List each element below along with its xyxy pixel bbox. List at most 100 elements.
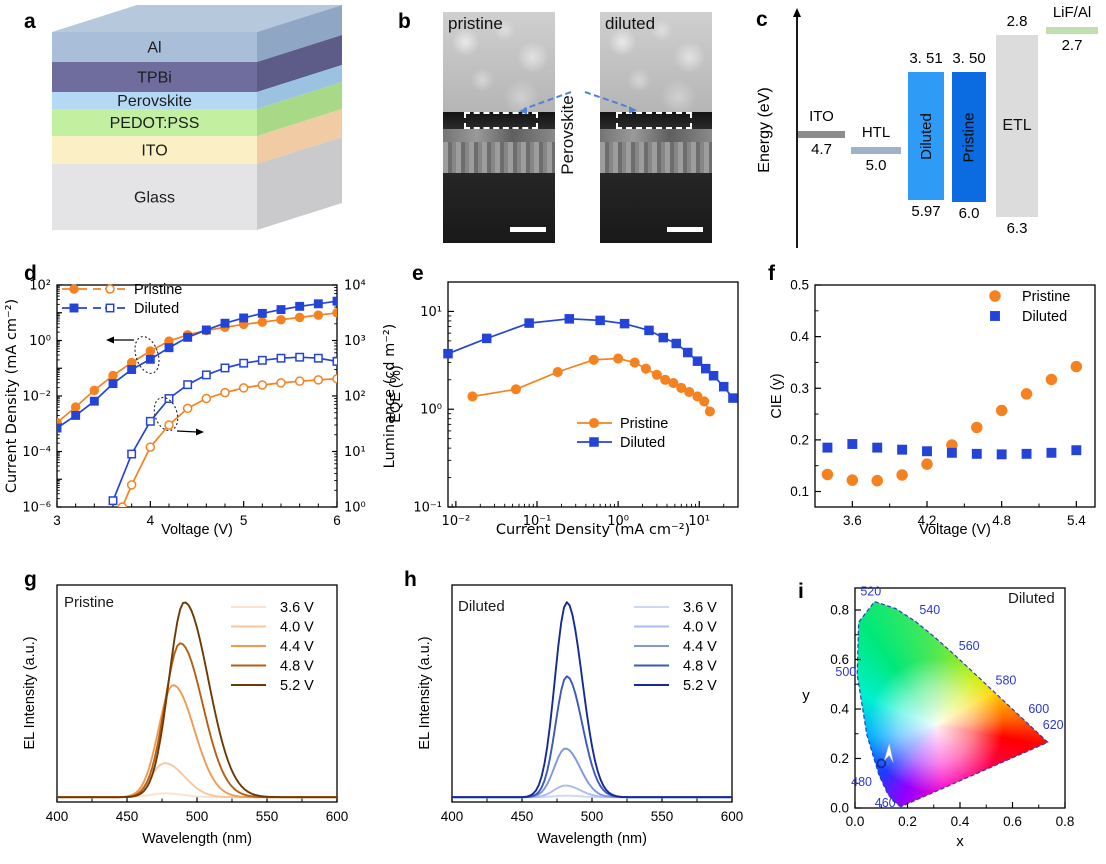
- panel-e-chart: 10⁻² 10⁻¹ 10⁰ 10¹10¹10⁰10⁻¹PristineDilutedE…: [388, 281, 739, 538]
- svg-text:4: 4: [147, 513, 155, 528]
- scale-bar: [667, 227, 703, 232]
- svg-text:Diluted: Diluted: [620, 435, 665, 451]
- svg-text:10⁻²: 10⁻²: [442, 514, 471, 529]
- svg-text:0.8: 0.8: [1056, 814, 1075, 829]
- sem-perovskite-band: [600, 129, 712, 142]
- svg-text:10⁻¹: 10⁻¹: [413, 501, 442, 516]
- energy-bar-Diluted: Diluted: [908, 72, 944, 200]
- svg-text:0.4: 0.4: [951, 814, 970, 829]
- energy-value-top: 3. 51: [909, 50, 943, 67]
- svg-text:10²: 10²: [344, 390, 366, 405]
- scale-bar: [510, 227, 546, 232]
- svg-text:10⁻²: 10⁻²: [22, 390, 51, 405]
- svg-text:EQE (%): EQE (%): [388, 365, 404, 422]
- panel-b-letter: b: [398, 10, 411, 33]
- svg-text:3.6 V: 3.6 V: [683, 600, 717, 616]
- svg-text:0.2: 0.2: [830, 751, 849, 766]
- svg-text:3.6: 3.6: [843, 513, 862, 528]
- svg-text:0.3: 0.3: [790, 381, 809, 396]
- energy-value-bottom: 6.0: [958, 205, 980, 222]
- panel-i-letter: i: [798, 580, 804, 603]
- svg-text:Glass: Glass: [134, 190, 175, 207]
- sem-image-diluted: diluted: [600, 12, 712, 243]
- sem-top-region: [443, 12, 555, 112]
- svg-text:5: 5: [240, 513, 248, 528]
- svg-text:480: 480: [851, 775, 872, 789]
- energy-bar-ETL: ETL: [996, 35, 1038, 217]
- svg-text:4.0 V: 4.0 V: [683, 620, 717, 636]
- sem-label-pristine: pristine: [448, 14, 503, 33]
- energy-bar-label: HTL: [861, 124, 891, 141]
- svg-text:0.4: 0.4: [830, 702, 849, 717]
- cie-whitepoint-overlay: [857, 601, 1048, 807]
- svg-text:Wavelength (nm): Wavelength (nm): [142, 831, 252, 847]
- energy-value: 5.0: [865, 157, 887, 174]
- svg-text:y: y: [802, 687, 810, 704]
- svg-text:10¹: 10¹: [420, 305, 442, 320]
- svg-text:620: 620: [1043, 718, 1064, 732]
- svg-text:3: 3: [53, 513, 61, 528]
- energy-value-top: 2.8: [1006, 13, 1028, 30]
- svg-text:5.2 V: 5.2 V: [280, 678, 314, 694]
- sem-perovskite-band: [443, 129, 555, 142]
- sem-substrate-region: [443, 173, 555, 243]
- perovskite-annotation: Perovskite: [558, 95, 577, 175]
- energy-value-bottom: 6.3: [1006, 220, 1028, 237]
- energy-bar-text: Pristine: [960, 111, 978, 163]
- svg-text:Diluted: Diluted: [134, 301, 179, 317]
- svg-text:500: 500: [186, 809, 209, 824]
- svg-text:ITO: ITO: [141, 143, 167, 160]
- svg-text:4.8 V: 4.8 V: [280, 659, 314, 675]
- panel-c-letter: c: [756, 8, 768, 31]
- energy-value: 4.7: [811, 141, 832, 158]
- energy-value-bottom: 5.97: [911, 203, 941, 220]
- panel-h-inset-label: Diluted: [458, 598, 505, 615]
- svg-text:0.6: 0.6: [1003, 814, 1022, 829]
- energy-bar-HTL: [851, 147, 901, 154]
- panel-h-letter: h: [404, 568, 417, 591]
- panel-f-letter: f: [768, 262, 775, 285]
- svg-text:600: 600: [326, 809, 349, 824]
- svg-text:Current Density (mA cm⁻²): Current Density (mA cm⁻²): [496, 522, 690, 538]
- sem-label-diluted: diluted: [605, 14, 656, 33]
- svg-text:500: 500: [835, 665, 856, 679]
- panel-i-inset-label: Diluted: [1008, 590, 1055, 607]
- energy-value-top: 3. 50: [952, 50, 986, 67]
- svg-text:0.5: 0.5: [790, 278, 809, 293]
- sem-columnar-band: [443, 142, 555, 173]
- svg-text:0.1: 0.1: [790, 484, 809, 499]
- svg-text:4.8 V: 4.8 V: [683, 659, 717, 675]
- svg-text:400: 400: [441, 809, 464, 824]
- svg-text:4.4 V: 4.4 V: [683, 639, 717, 655]
- svg-text:10¹: 10¹: [344, 445, 366, 460]
- panel-g-letter: g: [24, 568, 37, 591]
- panel-f-chart: 3.6 4.2 4.8 5.4 0.1 0.2 0.3 0.4 0.5 Pristine Dilut…: [769, 278, 1096, 538]
- panel-d-chart: 3 4 5 610²10⁰10⁻²10⁻⁴10⁻⁶10⁴10³10²10¹10⁰Pri…: [4, 279, 398, 539]
- svg-text:Wavelength (nm): Wavelength (nm): [537, 831, 647, 847]
- svg-text:4.8: 4.8: [992, 513, 1011, 528]
- dashed-highlight-rect: [616, 112, 692, 129]
- energy-bar-text: ETL: [1002, 117, 1032, 134]
- svg-text:10⁰: 10⁰: [607, 514, 629, 529]
- svg-text:3.6 V: 3.6 V: [280, 600, 314, 616]
- panel-a-letter: a: [24, 10, 36, 33]
- svg-text:5.4: 5.4: [1067, 513, 1086, 528]
- svg-text:10⁰: 10⁰: [29, 334, 51, 349]
- sem-substrate-region: [600, 173, 712, 243]
- panel-d-letter: d: [24, 262, 37, 285]
- svg-text:EL Intensity (a.u.): EL Intensity (a.u.): [22, 636, 38, 749]
- svg-text:0.2: 0.2: [790, 432, 809, 447]
- svg-text:5.2 V: 5.2 V: [683, 678, 717, 694]
- sem-image-pristine: pristine: [443, 12, 555, 243]
- svg-text:6: 6: [333, 513, 341, 528]
- energy-value: 2.7: [1061, 37, 1083, 54]
- svg-text:10³: 10³: [344, 334, 366, 349]
- panel-g-inset-label: Pristine: [64, 594, 115, 611]
- svg-text:0.8: 0.8: [830, 603, 849, 618]
- svg-text:CIE (y): CIE (y): [769, 373, 785, 418]
- svg-text:10¹: 10¹: [688, 514, 710, 529]
- svg-text:450: 450: [116, 809, 139, 824]
- svg-text:540: 540: [919, 603, 940, 617]
- svg-text:10⁰: 10⁰: [344, 501, 366, 516]
